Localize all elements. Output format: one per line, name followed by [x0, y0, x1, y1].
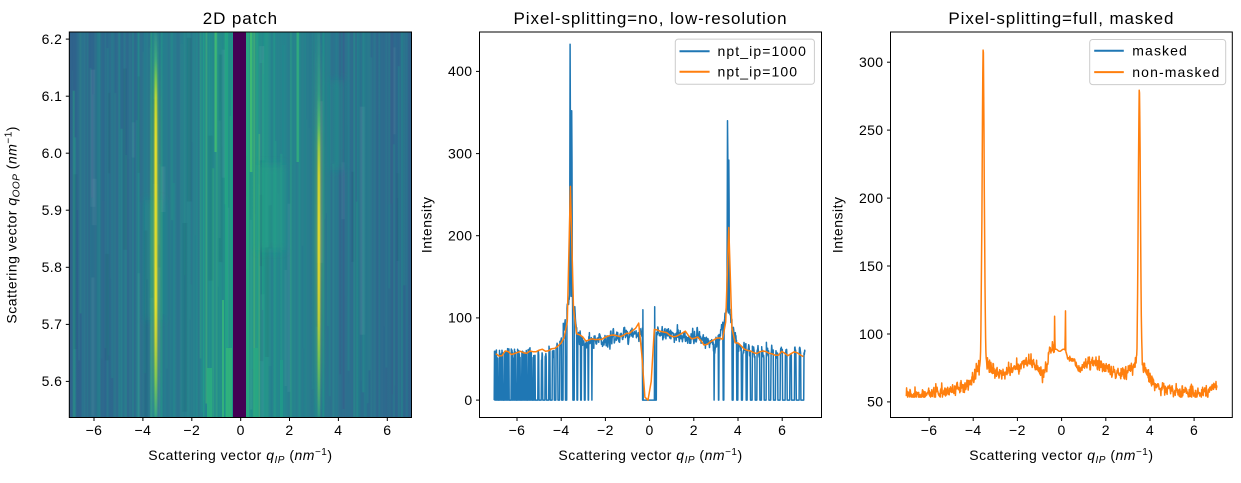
svg-text:6.0: 6.0: [42, 145, 63, 161]
svg-text:Pixel-splitting=full, masked: Pixel-splitting=full, masked: [948, 9, 1174, 28]
svg-text:6.1: 6.1: [42, 88, 63, 104]
svg-text:Scattering vector qIP (nm−1): Scattering vector qIP (nm−1): [969, 447, 1153, 466]
svg-text:npt_ip=1000: npt_ip=1000: [718, 43, 808, 59]
svg-text:6: 6: [778, 422, 786, 438]
svg-text:Scattering vector qIP (nm−1): Scattering vector qIP (nm−1): [148, 447, 332, 466]
svg-text:−6: −6: [86, 422, 103, 438]
svg-text:−2: −2: [1009, 422, 1026, 438]
svg-text:−6: −6: [509, 422, 526, 438]
svg-text:0: 0: [1058, 422, 1066, 438]
svg-text:Intensity: Intensity: [419, 196, 435, 253]
svg-text:masked: masked: [1132, 43, 1188, 59]
svg-text:300: 300: [859, 54, 884, 70]
svg-text:0: 0: [237, 422, 245, 438]
svg-text:6: 6: [1190, 422, 1198, 438]
svg-text:200: 200: [448, 228, 473, 244]
svg-text:non-masked: non-masked: [1132, 64, 1220, 80]
svg-text:−4: −4: [553, 422, 570, 438]
svg-text:2: 2: [690, 422, 698, 438]
svg-text:2: 2: [1102, 422, 1110, 438]
svg-text:Pixel-splitting=no, low-resolu: Pixel-splitting=no, low-resolution: [514, 9, 788, 28]
svg-text:2D patch: 2D patch: [203, 9, 278, 28]
svg-text:4: 4: [1146, 422, 1154, 438]
svg-text:−2: −2: [597, 422, 614, 438]
svg-text:2: 2: [285, 422, 293, 438]
svg-text:−4: −4: [965, 422, 982, 438]
svg-text:Scattering vector qIP (nm−1): Scattering vector qIP (nm−1): [558, 447, 742, 466]
svg-text:4: 4: [734, 422, 742, 438]
svg-text:−6: −6: [921, 422, 938, 438]
svg-text:−2: −2: [183, 422, 200, 438]
svg-text:npt_ip=100: npt_ip=100: [718, 64, 799, 80]
svg-text:300: 300: [448, 145, 473, 161]
svg-text:150: 150: [859, 258, 884, 274]
svg-text:100: 100: [448, 310, 473, 326]
svg-text:5.9: 5.9: [42, 202, 63, 218]
svg-text:6: 6: [383, 422, 391, 438]
svg-text:0: 0: [464, 392, 472, 408]
svg-text:50: 50: [867, 394, 883, 410]
svg-text:400: 400: [448, 63, 473, 79]
svg-text:5.6: 5.6: [42, 373, 63, 389]
svg-text:4: 4: [334, 422, 342, 438]
svg-text:−4: −4: [135, 422, 152, 438]
svg-text:6.2: 6.2: [42, 31, 63, 47]
svg-text:200: 200: [859, 190, 884, 206]
svg-text:5.8: 5.8: [42, 259, 63, 275]
svg-text:100: 100: [859, 326, 884, 342]
svg-text:Intensity: Intensity: [830, 196, 846, 253]
svg-text:0: 0: [646, 422, 654, 438]
svg-text:5.7: 5.7: [42, 316, 63, 332]
svg-text:250: 250: [859, 122, 884, 138]
